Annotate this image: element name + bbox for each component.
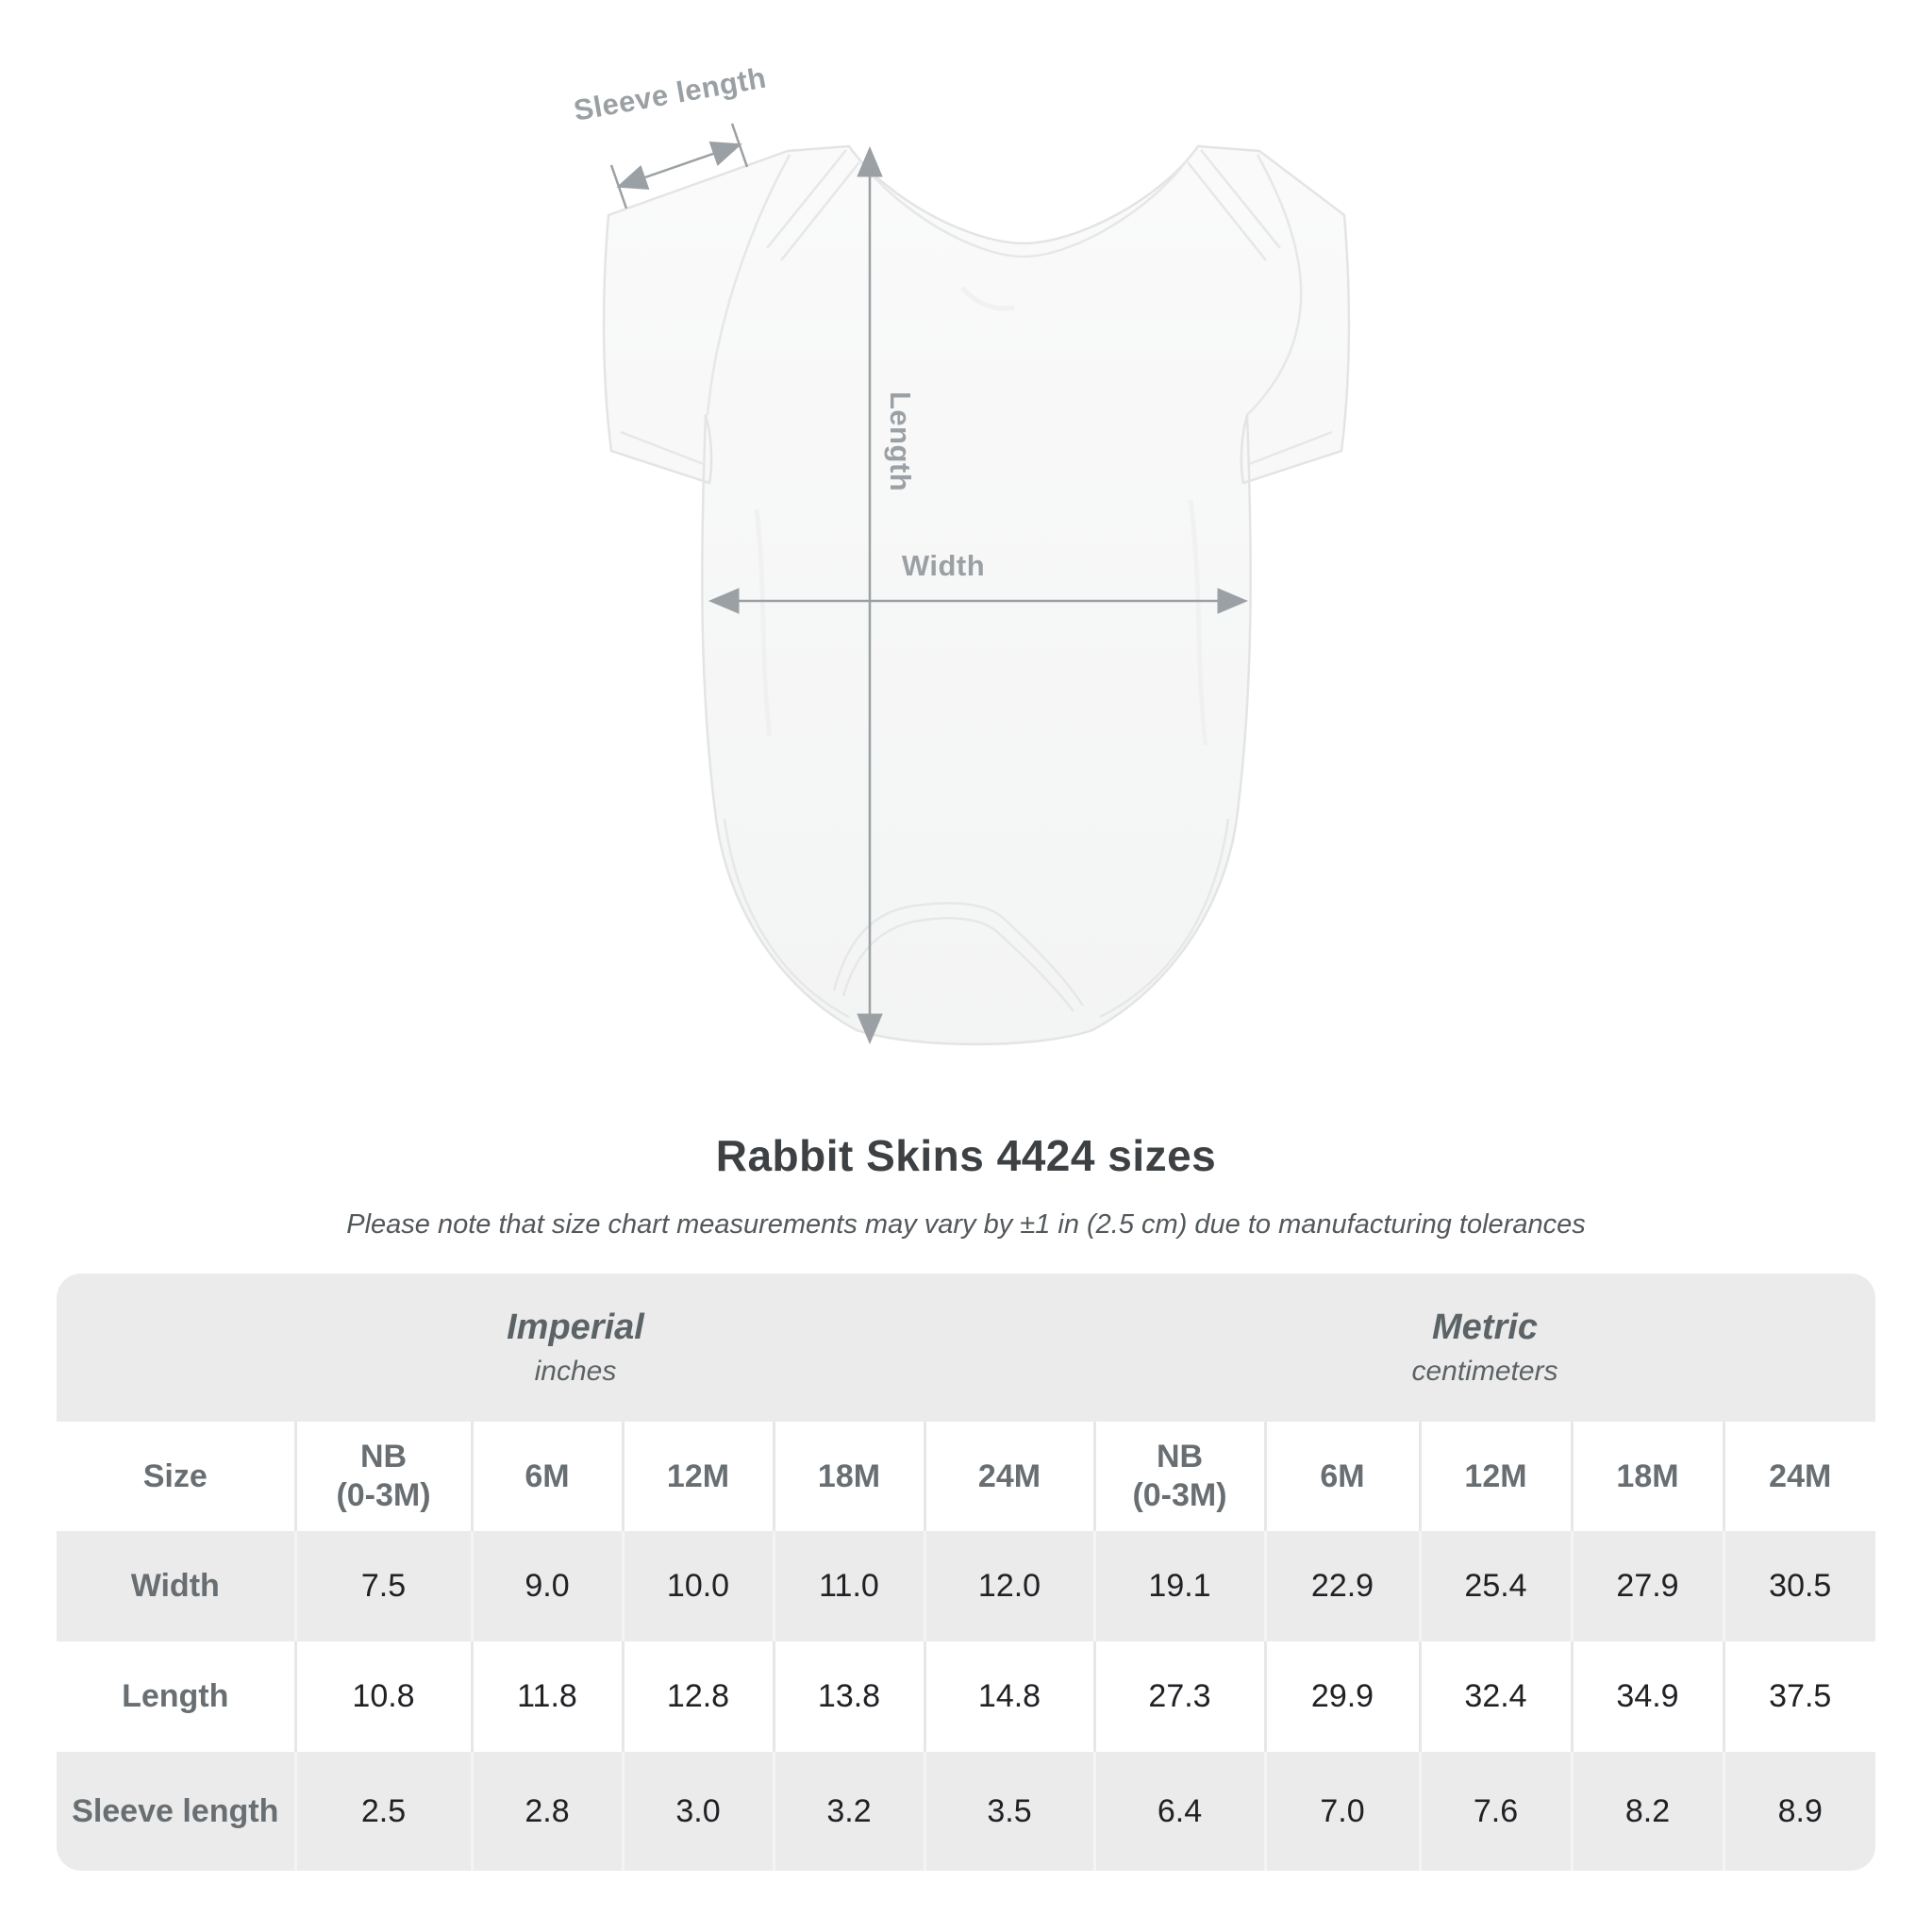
- width-row: Width 7.5 9.0 10.0 11.0 12.0 19.1 22.9 2…: [57, 1531, 1875, 1641]
- units-band: Imperial inches Metric centimeters: [57, 1274, 1875, 1422]
- col-header-12m-imperial: 12M: [621, 1422, 774, 1531]
- width-24m-cm: 30.5: [1722, 1531, 1875, 1641]
- size-measurements-table: Size NB (0-3M) 6M 12M 18M 24M NB (0-3M) …: [57, 1422, 1875, 1871]
- length-row: Length 10.8 11.8 12.8 13.8 14.8 27.3 29.…: [57, 1641, 1875, 1752]
- right-armhole-seam: [1246, 154, 1303, 416]
- sleeve-24m-cm: 8.9: [1722, 1752, 1875, 1871]
- width-row-label: Width: [130, 1568, 220, 1604]
- metric-section-header: Metric centimeters: [1094, 1274, 1875, 1422]
- right-leg-hem: [1099, 818, 1230, 1019]
- width-6m-cm: 22.9: [1263, 1531, 1420, 1641]
- measurement-annotations: [609, 123, 1248, 1044]
- col-header-nb-metric: NB (0-3M): [1092, 1422, 1265, 1531]
- sleeve-6m-in: 2.8: [470, 1752, 623, 1871]
- length-label: Length: [884, 391, 917, 491]
- sleeve-24m-in: 3.5: [923, 1752, 1094, 1871]
- sleeve-18m-in: 3.2: [772, 1752, 924, 1871]
- neckband-seam: [858, 159, 1189, 258]
- width-12m-in: 10.0: [621, 1531, 774, 1641]
- length-24m-cm: 37.5: [1722, 1641, 1875, 1752]
- col-header-6m-metric: 6M: [1263, 1422, 1420, 1531]
- size-table: Imperial inches Metric centimeters Size …: [57, 1274, 1875, 1871]
- col-header-nb-imperial: NB (0-3M): [293, 1422, 472, 1531]
- sleeve-nb-cm: 6.4: [1092, 1752, 1265, 1871]
- col-header-12m-metric: 12M: [1418, 1422, 1572, 1531]
- imperial-unit: inches: [534, 1356, 617, 1387]
- length-row-label: Length: [122, 1678, 229, 1714]
- right-lap-shoulder-seam: [1187, 149, 1281, 261]
- sleeve-length-label: Sleeve length: [572, 61, 769, 127]
- length-nb-cm: 27.3: [1092, 1641, 1265, 1752]
- width-18m-cm: 27.9: [1570, 1531, 1724, 1641]
- metric-unit: centimeters: [1411, 1356, 1558, 1387]
- width-24m-in: 12.0: [923, 1531, 1094, 1641]
- left-armhole-seam: [706, 154, 791, 416]
- length-6m-in: 11.8: [470, 1641, 623, 1752]
- tolerance-note: Please note that size chart measurements…: [346, 1209, 1586, 1240]
- length-12m-cm: 32.4: [1418, 1641, 1572, 1752]
- size-header-cell: Size: [142, 1457, 208, 1494]
- col-header-18m-metric: 18M: [1570, 1422, 1724, 1531]
- imperial-section-header: Imperial inches: [57, 1274, 1094, 1422]
- size-header-row: Size NB (0-3M) 6M 12M 18M 24M NB (0-3M) …: [57, 1422, 1875, 1531]
- length-nb-in: 10.8: [293, 1641, 472, 1752]
- left-leg-hem: [723, 818, 850, 1019]
- length-6m-cm: 29.9: [1263, 1641, 1420, 1752]
- sleeve-12m-in: 3.0: [621, 1752, 774, 1871]
- left-lap-shoulder-seam: [766, 149, 860, 261]
- sleeve-measure-line: [616, 142, 742, 190]
- imperial-title: Imperial: [507, 1307, 644, 1347]
- sleeve-measure-tick-left: [609, 164, 628, 209]
- length-12m-in: 12.8: [621, 1641, 774, 1752]
- left-sleeve-hem: [620, 430, 705, 466]
- fabric-fold: [754, 508, 773, 737]
- bodysuit-illustration: Sleeve length Length Width: [572, 61, 1351, 1046]
- width-6m-in: 9.0: [470, 1531, 623, 1641]
- col-header-6m-imperial: 6M: [470, 1422, 623, 1531]
- width-nb-in: 7.5: [293, 1531, 472, 1641]
- col-header-18m-imperial: 18M: [772, 1422, 924, 1531]
- sleeve-6m-cm: 7.0: [1263, 1752, 1420, 1871]
- metric-title: Metric: [1432, 1307, 1538, 1347]
- width-12m-cm: 25.4: [1418, 1531, 1572, 1641]
- fabric-fold: [1188, 499, 1208, 746]
- sleeve-length-row: Sleeve length 2.5 2.8 3.0 3.2 3.5 6.4 7.…: [57, 1752, 1875, 1871]
- length-18m-cm: 34.9: [1570, 1641, 1724, 1752]
- bodysuit-diagram: Sleeve length Length Width: [566, 57, 1387, 1113]
- width-label: Width: [902, 549, 985, 582]
- width-nb-cm: 19.1: [1092, 1531, 1265, 1641]
- length-24m-in: 14.8: [923, 1641, 1094, 1752]
- sleeve-row-label: Sleeve length: [72, 1792, 279, 1829]
- width-18m-in: 11.0: [772, 1531, 924, 1641]
- sleeve-nb-in: 2.5: [293, 1752, 472, 1871]
- onesie-body: [602, 144, 1351, 1046]
- right-sleeve-hem: [1248, 430, 1333, 466]
- sleeve-18m-cm: 8.2: [1570, 1752, 1724, 1871]
- col-header-24m-imperial: 24M: [923, 1422, 1094, 1531]
- page-title: Rabbit Skins 4424 sizes: [715, 1131, 1217, 1180]
- sleeve-measure-tick-right: [730, 123, 749, 168]
- sleeve-12m-cm: 7.6: [1418, 1752, 1572, 1871]
- length-18m-in: 13.8: [772, 1641, 924, 1752]
- fabric-fold: [960, 286, 1015, 311]
- col-header-24m-metric: 24M: [1722, 1422, 1875, 1531]
